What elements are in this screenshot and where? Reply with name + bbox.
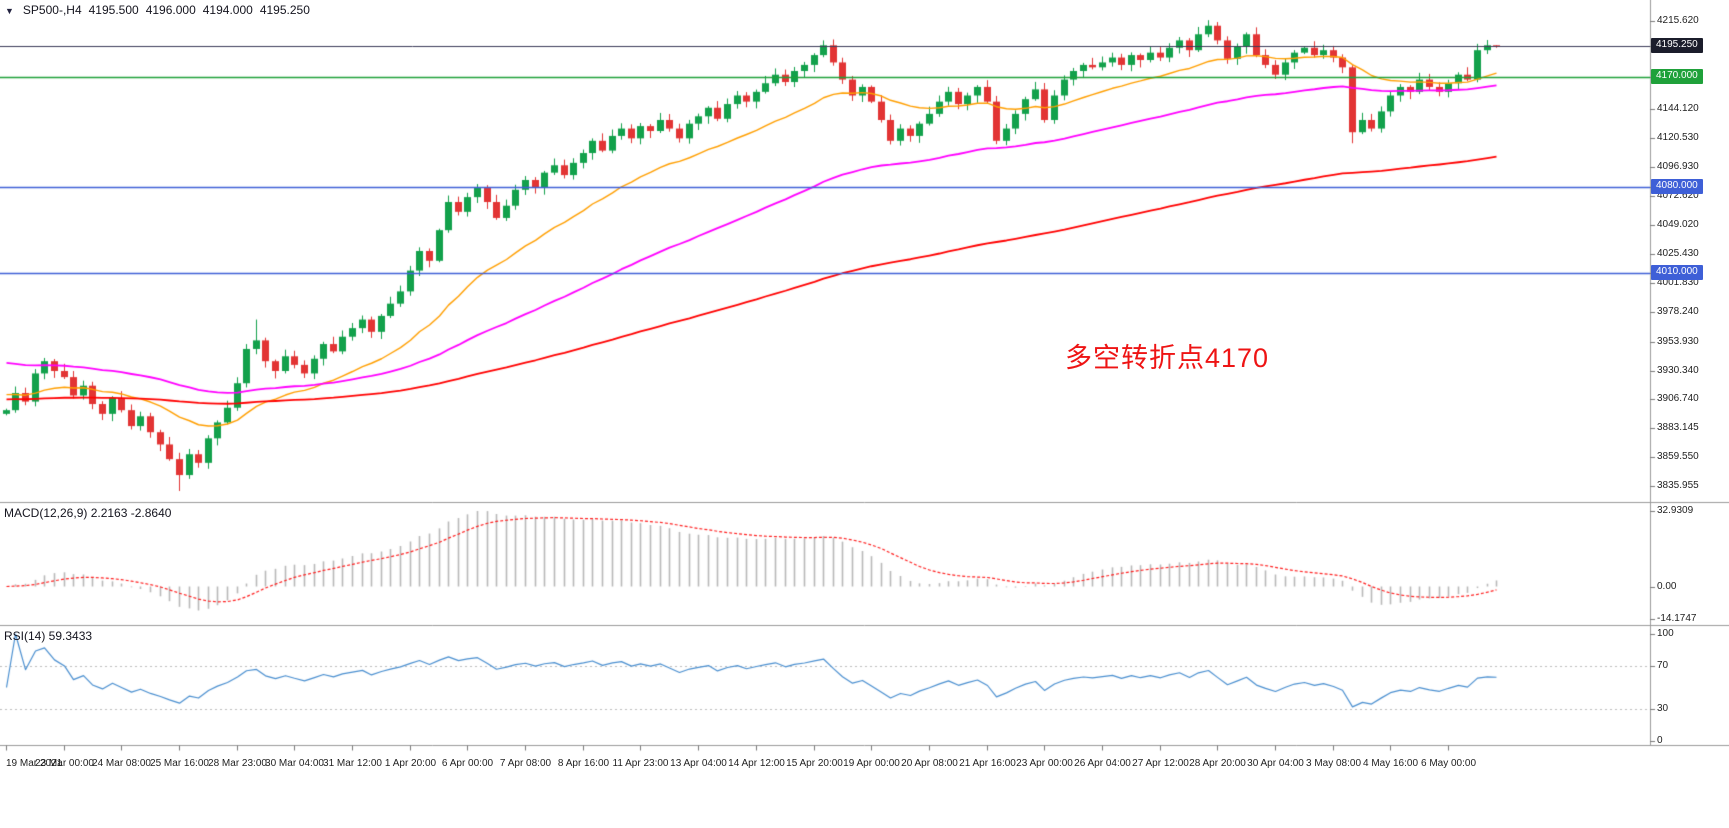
price-scale-label: 3883.145 <box>1657 422 1699 434</box>
time-axis-label: 6 May 00:00 <box>1420 758 1477 769</box>
price-scale-label: 3978.240 <box>1657 305 1699 317</box>
time-axis-label: 7 Apr 08:00 <box>499 758 552 769</box>
price-scale-label: 4001.830 <box>1657 277 1699 289</box>
macd-scale-label: 0.00 <box>1657 580 1677 592</box>
price-scale-label: 4072.620 <box>1657 190 1699 202</box>
price-scale-label: 3835.955 <box>1657 480 1699 492</box>
time-axis-label: 1 Apr 20:00 <box>384 758 437 769</box>
one-click-trading-arrow-icon[interactable]: ▼ <box>5 6 14 16</box>
symbol-timeframe-label: SP500-,H4 <box>22 3 82 17</box>
time-axis-label: 21 Apr 16:00 <box>959 758 1016 769</box>
ohlc-high-value: 4196.000 <box>145 3 196 17</box>
price-scale-label: 4025.430 <box>1657 248 1699 260</box>
time-axis-label: 24 Mar 08:00 <box>92 758 151 769</box>
ohlc-low-value: 4194.000 <box>202 3 253 17</box>
time-axis-label: 28 Apr 20:00 <box>1189 758 1246 769</box>
time-axis-label: 30 Mar 04:00 <box>265 758 324 769</box>
chart-annotation-text: 多空转折点4170 <box>1065 343 1270 373</box>
rsi-scale-label: 30 <box>1657 702 1669 714</box>
hline-price-badge: 4010.000 <box>1651 265 1703 281</box>
price-scale-label: 3930.340 <box>1657 364 1699 376</box>
time-axis-label: 28 Mar 23:00 <box>208 758 267 769</box>
price-scale-label: 3953.930 <box>1657 335 1699 347</box>
macd-indicator-label: MACD(12,26,9) 2.2163 -2.8640 <box>4 506 172 520</box>
time-axis-label: 19 Mar 2021 <box>6 758 63 769</box>
macd-scale-label: 32.9309 <box>1657 505 1694 516</box>
time-axis-label: 14 Apr 12:00 <box>728 758 785 769</box>
time-axis-label: 23 Mar 00:00 <box>35 758 94 769</box>
time-axis-label: 15 Apr 20:00 <box>786 758 843 769</box>
time-axis-label: 19 Apr 00:00 <box>843 758 900 769</box>
macd-scale-label: -14.1747 <box>1657 613 1697 624</box>
time-axis-label: 3 May 08:00 <box>1305 758 1362 769</box>
current-price-badge: 4195.250 <box>1651 38 1703 54</box>
time-axis-label: 13 Apr 04:00 <box>670 758 727 769</box>
time-axis-label: 8 Apr 16:00 <box>557 758 610 769</box>
time-axis-label: 6 Apr 00:00 <box>441 758 494 769</box>
time-axis-label: 27 Apr 12:00 <box>1132 758 1189 769</box>
price-scale-label: 4096.930 <box>1657 160 1699 172</box>
price-scale-label: 4215.620 <box>1657 15 1699 27</box>
time-axis-label: 4 May 16:00 <box>1362 758 1419 769</box>
time-axis-label: 20 Apr 08:00 <box>901 758 958 769</box>
price-scale-label: 4049.020 <box>1657 219 1699 231</box>
hline-price-badge: 4080.000 <box>1651 179 1703 195</box>
time-axis-label: 25 Mar 16:00 <box>150 758 209 769</box>
chart-header: ▼ SP500-,H4 4195.500 4196.000 4194.000 4… <box>5 3 310 17</box>
hline-price-badge: 4170.000 <box>1651 69 1703 85</box>
ohlc-close-value: 4195.250 <box>259 3 310 17</box>
time-axis-label: 23 Apr 00:00 <box>1016 758 1073 769</box>
time-axis-label: 11 Apr 23:00 <box>612 758 669 769</box>
price-scale-label: 3906.740 <box>1657 393 1699 405</box>
rsi-scale-label: 100 <box>1657 628 1674 639</box>
price-scale-label: 3859.550 <box>1657 451 1699 463</box>
rsi-scale-label: 0 <box>1657 735 1663 746</box>
time-axis-label: 30 Apr 04:00 <box>1247 758 1304 769</box>
time-axis-label: 31 Mar 12:00 <box>323 758 382 769</box>
price-scale-label: 4120.530 <box>1657 131 1699 143</box>
price-scale-label: 4144.120 <box>1657 102 1699 114</box>
rsi-scale-label: 70 <box>1657 660 1669 672</box>
ohlc-open-value: 4195.500 <box>88 3 139 17</box>
time-axis-label: 26 Apr 04:00 <box>1074 758 1131 769</box>
rsi-indicator-label: RSI(14) 59.3433 <box>4 629 93 643</box>
